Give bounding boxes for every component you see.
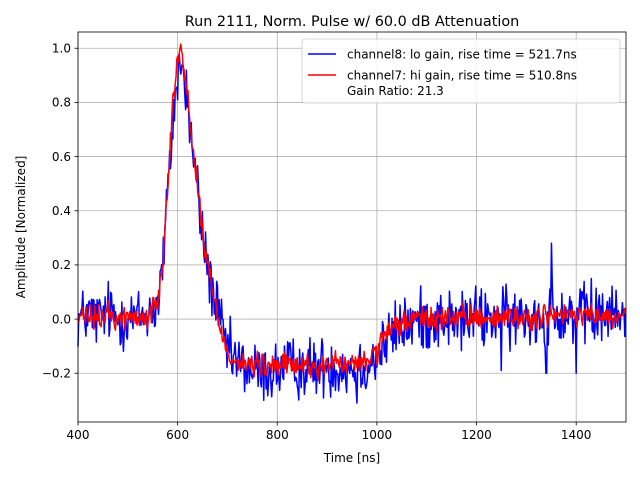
x-tick-label: 1200 xyxy=(461,428,492,442)
ticks: 400 600 800 1000 1200 1400 −0.2 0.0 0.2 0.4 0.6 0.8… xyxy=(42,41,592,442)
y-tick-label: 0.8 xyxy=(52,96,71,110)
y-tick-label: −0.2 xyxy=(42,366,71,380)
y-tick-label: 0.4 xyxy=(52,204,71,218)
grid xyxy=(77,32,626,422)
x-tick-label: 600 xyxy=(166,428,189,442)
legend-gain-ratio: Gain Ratio: 21.3 xyxy=(347,84,444,98)
x-tick-label: 1000 xyxy=(362,428,393,442)
series-line-channel7 xyxy=(77,43,627,382)
y-tick-label: 0.2 xyxy=(52,258,71,272)
x-tick-label: 400 xyxy=(67,428,90,442)
y-tick-label: 1.0 xyxy=(52,41,71,55)
legend-box xyxy=(301,38,621,104)
chart-title: Run 2111, Norm. Pulse w/ 60.0 dB Attenua… xyxy=(185,14,520,30)
series-layer xyxy=(77,43,627,404)
axes-frame xyxy=(77,31,627,423)
legend: channel8: lo gain, rise time = 521.7ns ch… xyxy=(301,38,621,104)
legend-label: channel8: lo gain, rise time = 521.7ns xyxy=(347,47,577,61)
y-tick-label: 0.6 xyxy=(52,150,71,164)
x-tick-label: 800 xyxy=(266,428,289,442)
legend-label: channel7: hi gain, rise time = 510.8ns xyxy=(347,68,577,82)
x-tick-label: 1400 xyxy=(561,428,592,442)
x-axis-label: Time [ns] xyxy=(323,451,380,465)
y-tick-label: 0.0 xyxy=(52,312,71,326)
y-axis-label: Amplitude [Normalized] xyxy=(14,156,28,299)
